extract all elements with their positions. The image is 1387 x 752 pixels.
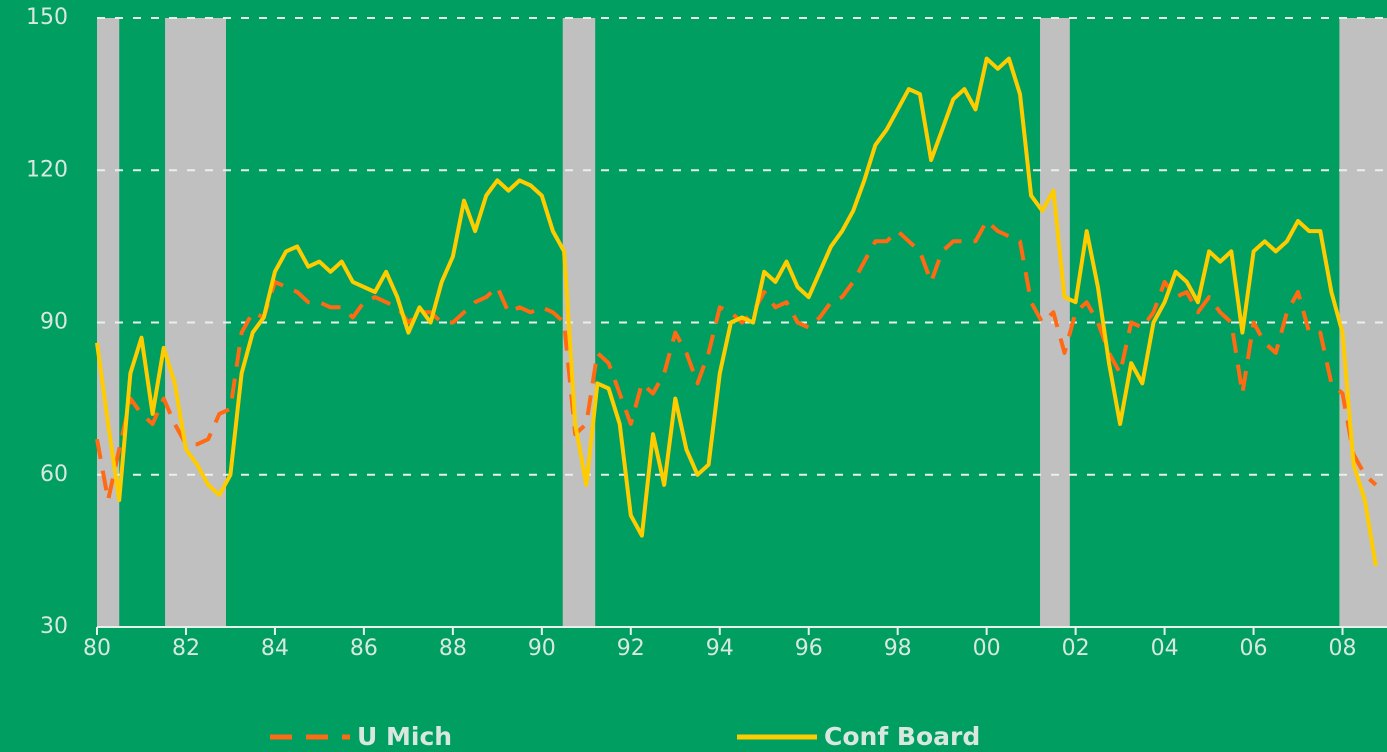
x-tick-label: 00 [973, 636, 1001, 661]
x-tick-label: 06 [1240, 636, 1268, 661]
x-tick-label: 02 [1062, 636, 1090, 661]
x-tick-label: 82 [172, 636, 200, 661]
x-tick-label: 86 [350, 636, 378, 661]
legend-label: U Mich [357, 722, 452, 751]
x-tick-label: 88 [439, 636, 467, 661]
x-tick-label: 90 [528, 636, 556, 661]
legend-label: Conf Board [824, 722, 980, 751]
y-tick-label: 120 [26, 157, 68, 182]
series-line [95, 219, 1378, 503]
x-tick-label: 96 [795, 636, 823, 661]
x-tick-label: 04 [1151, 636, 1179, 661]
x-tick-label: 08 [1329, 636, 1357, 661]
y-tick-label: 150 [26, 5, 68, 30]
y-tick-label: 90 [40, 310, 68, 335]
x-tick-label: 84 [261, 636, 289, 661]
x-tick-label: 92 [617, 636, 645, 661]
y-tick-label: 30 [40, 614, 68, 639]
x-tick-label: 98 [884, 636, 912, 661]
x-tick-label: 94 [706, 636, 734, 661]
x-tick-label: 80 [83, 636, 111, 661]
y-tick-label: 60 [40, 462, 68, 487]
series-line [95, 56, 1378, 567]
